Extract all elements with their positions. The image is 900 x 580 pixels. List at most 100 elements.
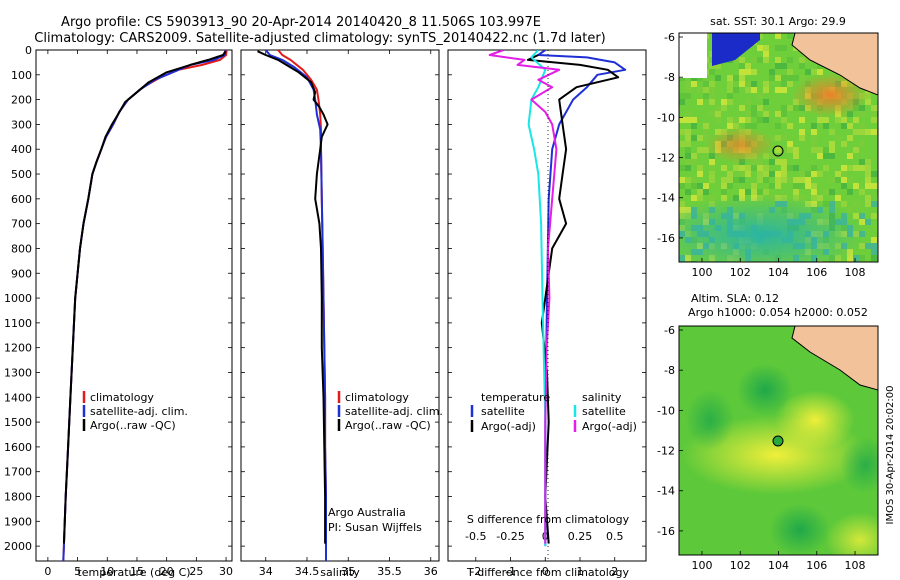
- sst-pixel: [835, 195, 841, 201]
- sst-pixel: [775, 135, 781, 141]
- sst-pixel: [745, 81, 751, 87]
- sst-pixel: [799, 117, 805, 123]
- map-y-tick-label: -8: [664, 71, 675, 84]
- sst-pixel: [751, 189, 757, 195]
- sst-pixel: [775, 159, 781, 165]
- sst-pixel: [865, 93, 871, 99]
- salinity-panel: 34 34.5 35 35.5 36 climatology satellite-adj…: [240, 49, 443, 579]
- sst-pixel: [865, 243, 871, 249]
- y-tick-label: 1400: [4, 391, 32, 404]
- sst-pixel: [847, 255, 853, 261]
- sst-pixel: [781, 111, 787, 117]
- difference-x-axis: -2 -1 0 1 2: [470, 557, 618, 578]
- sst-pixel: [709, 177, 715, 183]
- sst-pixel: [751, 81, 757, 87]
- sst-pixel: [823, 165, 829, 171]
- sst-pixel: [853, 117, 859, 123]
- sst-pixel: [847, 123, 853, 129]
- sst-pixel: [799, 177, 805, 183]
- y-tick-label: 1200: [4, 342, 32, 355]
- sst-pixel: [787, 105, 793, 111]
- map-x-tick-label: 108: [845, 559, 866, 572]
- sst-pixel: [757, 117, 763, 123]
- sst-pixel: [685, 87, 691, 93]
- sst-pixel: [715, 63, 721, 69]
- sst-pixel: [697, 183, 703, 189]
- sst-pixel: [709, 159, 715, 165]
- sst-pixel: [739, 105, 745, 111]
- sst-pixel: [871, 243, 877, 249]
- sst-pixel: [751, 105, 757, 111]
- sst-pixel: [757, 177, 763, 183]
- sst-pixel: [781, 81, 787, 87]
- sst-pixel: [685, 177, 691, 183]
- sst-pixel: [853, 183, 859, 189]
- sst-pixel: [871, 117, 877, 123]
- sst-pixel: [697, 171, 703, 177]
- sst-pixel: [691, 177, 697, 183]
- sst-pixel: [853, 255, 859, 261]
- sst-pixel: [703, 135, 709, 141]
- sst-pixel: [691, 159, 697, 165]
- sst-pixel: [697, 99, 703, 105]
- sst-pixel: [805, 69, 811, 75]
- y-tick-label: 1900: [4, 515, 32, 528]
- sst-pixel: [697, 195, 703, 201]
- sst-pixel: [679, 117, 685, 123]
- sst-pixel: [685, 93, 691, 99]
- sst-pixel: [721, 183, 727, 189]
- sla-map-title: Altim. SLA: 0.12: [691, 292, 779, 305]
- y-tick-label: 900: [11, 267, 32, 280]
- sst-pixel: [859, 141, 865, 147]
- sst-pixel: [811, 183, 817, 189]
- sst-pixel: [859, 189, 865, 195]
- sst-pixel: [775, 63, 781, 69]
- sst-pixel: [769, 69, 775, 75]
- x-tick-label: 30: [219, 565, 233, 578]
- sst-pixel: [805, 177, 811, 183]
- map-y-tick-label: -10: [657, 111, 675, 124]
- sst-pixel: [847, 207, 853, 213]
- sst-pixel: [679, 183, 685, 189]
- sst-pixel: [841, 165, 847, 171]
- sst-pixel: [811, 123, 817, 129]
- sst-pixel: [787, 81, 793, 87]
- sst-pixel: [733, 177, 739, 183]
- sst-pixel: [703, 147, 709, 153]
- sst-pixel: [733, 117, 739, 123]
- sst-pixel: [841, 183, 847, 189]
- map-y-tick-label: -14: [657, 485, 675, 498]
- sst-pixel: [679, 201, 685, 207]
- x-tick-label: 0: [542, 565, 549, 578]
- sst-pixel: [799, 75, 805, 81]
- sst-pixel: [763, 87, 769, 93]
- sst-pixel: [709, 87, 715, 93]
- sst-pixel: [787, 57, 793, 63]
- y-tick-label: 800: [11, 242, 32, 255]
- sst-pixel: [865, 195, 871, 201]
- sst-pixel: [763, 165, 769, 171]
- sst-pixel: [709, 111, 715, 117]
- sst-pixel: [745, 171, 751, 177]
- sst-pixel: [745, 63, 751, 69]
- sst-pixel: [739, 75, 745, 81]
- salinity-difference-label: S difference from climatology: [467, 513, 630, 526]
- sst-pixel: [757, 45, 763, 51]
- sst-pixel: [691, 195, 697, 201]
- sst-pixel: [775, 123, 781, 129]
- sst-pixel: [841, 177, 847, 183]
- sst-pixel: [745, 117, 751, 123]
- sst-pixel: [679, 141, 685, 147]
- salinity-x-axis: 34 34.5 35 35.5 36: [259, 50, 438, 578]
- sst-pixel: [751, 87, 757, 93]
- sst-pixel: [841, 201, 847, 207]
- x-tick-label: 15: [130, 565, 144, 578]
- sst-pixel: [739, 177, 745, 183]
- sst-pixel: [739, 117, 745, 123]
- legend-label-temp-satellite: satellite: [481, 405, 525, 418]
- sst-pixel: [715, 105, 721, 111]
- sst-pixel: [787, 165, 793, 171]
- sst-pixel: [793, 189, 799, 195]
- sst-pixel: [817, 171, 823, 177]
- y-tick-label: 2000: [4, 540, 32, 553]
